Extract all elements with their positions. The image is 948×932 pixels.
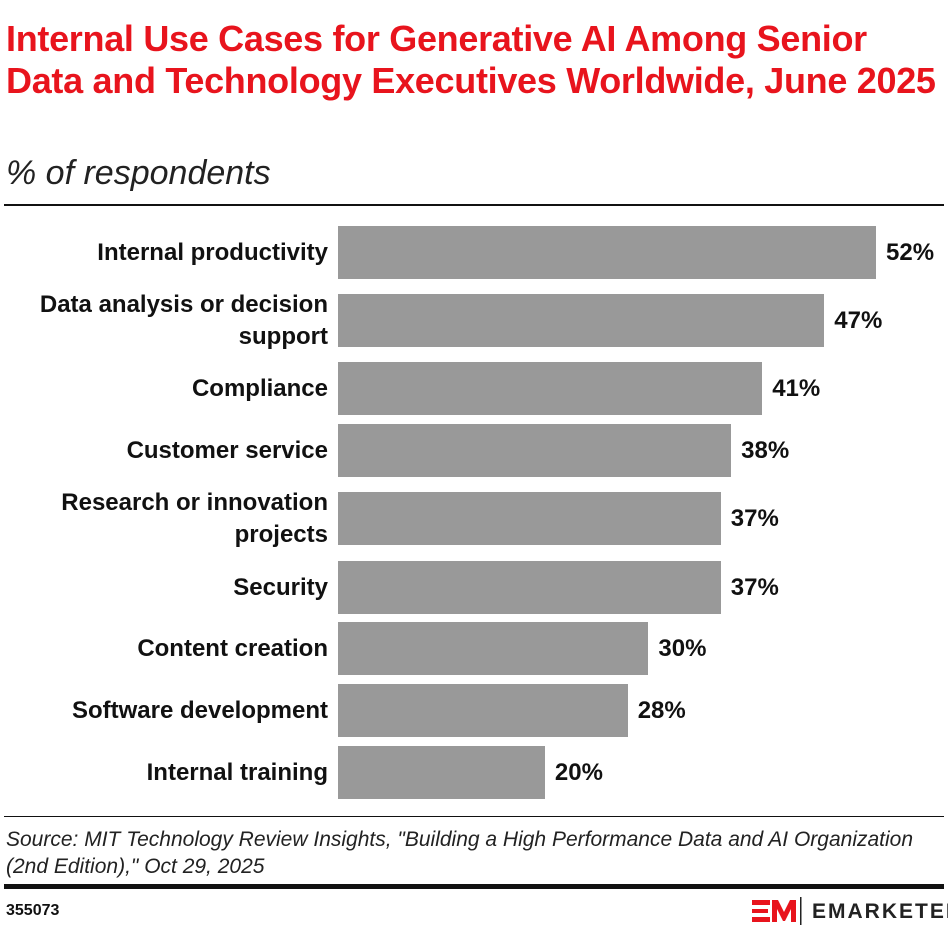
bar — [338, 561, 721, 614]
bar — [338, 226, 876, 279]
category-label: Security — [233, 573, 328, 601]
category-label: Content creation — [137, 634, 328, 662]
value-label: 37% — [730, 504, 779, 532]
category-label: Research or innovation projects — [61, 488, 328, 548]
footer-divider — [4, 884, 944, 889]
value-label: 28% — [637, 696, 686, 724]
source-divider — [4, 816, 944, 817]
category-label: Customer service — [126, 436, 328, 464]
bar — [338, 294, 825, 347]
emarketer-logo-icon — [752, 897, 802, 925]
source-note: Source: MIT Technology Review Insights, … — [6, 828, 914, 878]
brand-name: EMARKETER — [812, 900, 948, 923]
value-label: 20% — [554, 758, 603, 786]
category-label: Software development — [71, 696, 328, 724]
value-label: 52% — [886, 238, 935, 266]
bar — [338, 492, 721, 545]
chart-title: Internal Use Cases for Generative AI Amo… — [6, 18, 936, 101]
bar — [338, 622, 649, 675]
category-label: Data analysis or decision support — [39, 290, 328, 350]
chart-subtitle: % of respondents — [6, 154, 271, 192]
value-label: 38% — [741, 436, 790, 464]
category-label: Internal training — [146, 758, 328, 786]
category-label: Compliance — [191, 374, 328, 402]
value-label: 37% — [730, 573, 779, 601]
category-label: Internal productivity — [97, 238, 328, 266]
top-divider — [4, 204, 944, 206]
value-label: 41% — [772, 374, 821, 402]
value-label: 30% — [658, 634, 707, 662]
value-label: 47% — [834, 306, 883, 334]
bar — [338, 746, 545, 799]
chart-id: 355073 — [6, 902, 60, 919]
bar — [338, 684, 628, 737]
bar — [338, 362, 763, 415]
bar — [338, 424, 732, 477]
